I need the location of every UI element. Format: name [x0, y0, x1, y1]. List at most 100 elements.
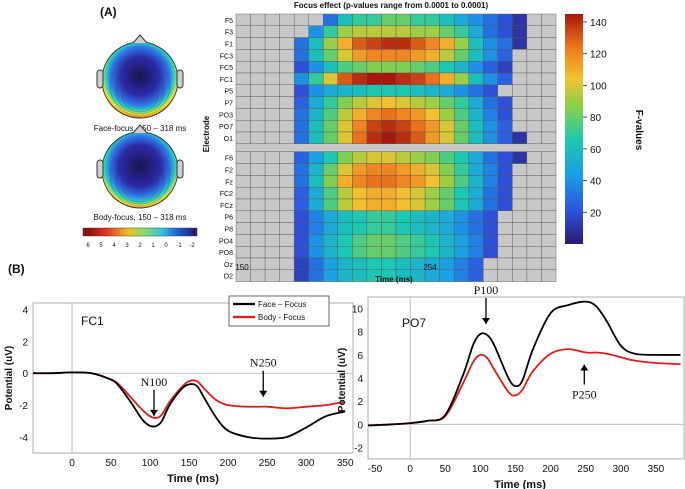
heatmap-cell: [279, 108, 295, 121]
heatmap-cell: [308, 269, 324, 282]
heatmap-cell: [541, 108, 557, 121]
heatmap-cell: [366, 96, 382, 109]
heatmap-cell: [526, 61, 542, 74]
heatmap-cell: [381, 96, 397, 109]
heatmap-cell: [453, 108, 469, 121]
heatmap-cell: [541, 210, 557, 223]
heatmap-cell: [395, 37, 411, 50]
heatmap-cell: [308, 72, 324, 86]
heatmap-cell: [439, 186, 455, 200]
face-focus-line: [32, 371, 346, 440]
heatmap-cell: [323, 245, 339, 259]
heatmap-cell: [264, 13, 280, 27]
heatmap-cell: [483, 245, 499, 259]
heatmap-cell: [279, 175, 295, 188]
heatmap-cell: [308, 37, 324, 50]
heatmap-cell: [366, 119, 382, 133]
heatmap-cell: [279, 61, 295, 74]
heatmap-cell: [264, 49, 280, 62]
heatmap-cell: [453, 222, 469, 235]
heatmap-cell: [497, 151, 513, 164]
y-tick-label: 10: [352, 305, 364, 316]
heatmap-cell: [264, 234, 280, 247]
x-tick-label: 350: [648, 464, 665, 475]
heatmap-cell: [468, 13, 484, 27]
heatmap-cell: [439, 25, 455, 38]
heatmap-cell: [250, 245, 266, 259]
heatmap-cell: [512, 84, 528, 97]
heatmap-cell: [453, 49, 469, 62]
heatmap-cell: [323, 13, 339, 27]
heatmap-cell: [453, 96, 469, 109]
heatmap-cell: [366, 108, 382, 121]
heatmap-cell: [293, 198, 309, 212]
heatmap-cell: [352, 84, 368, 97]
heatmap-cell: [323, 269, 339, 282]
heatmap-cell: [381, 25, 397, 38]
heatmap-cell: [424, 13, 440, 27]
heatmap-cell: [410, 96, 426, 109]
heatmap-cell: [323, 222, 339, 235]
heatmap-cell: [468, 61, 484, 74]
heatmap-cell: [264, 163, 280, 176]
heatmap-cell: [453, 84, 469, 97]
heatmap-cell: [395, 163, 411, 176]
heatmap-cell: [483, 257, 499, 271]
heatmap-cell: [424, 163, 440, 176]
heatmap-cell: [468, 108, 484, 121]
heatmap-cell: [381, 257, 397, 271]
heatmap-cell: [453, 131, 469, 145]
heatmap-cell: [308, 175, 324, 188]
heatmap-cell: [497, 222, 513, 235]
heatmap-cell: [439, 175, 455, 188]
x-tick-label: 50: [105, 458, 117, 469]
x-tick-label: 50: [440, 464, 452, 475]
heatmap-cell: [264, 61, 280, 74]
heatmap-cell: [308, 151, 324, 164]
heatmap-cell: [526, 198, 542, 212]
heatmap-cell: [453, 151, 469, 164]
heatmap-cell: [497, 210, 513, 223]
heatmap-cell: [468, 186, 484, 200]
heatmap-cell: [293, 175, 309, 188]
legend-face-label: Face – Focus: [258, 300, 306, 309]
heatmap-cell: [323, 175, 339, 188]
heatmap-cell: [352, 131, 368, 145]
heatmap-cell: [439, 269, 455, 282]
fvalue-colorbar-tick-label: 80: [590, 113, 602, 124]
heatmap-cell: [264, 37, 280, 50]
heatmap-cell: [512, 61, 528, 74]
heatmap-cell: [235, 25, 251, 38]
heatmap-cell: [366, 37, 382, 50]
heatmap-cell: [352, 234, 368, 247]
heatmap-cell: [323, 49, 339, 62]
heatmap-cell: [512, 175, 528, 188]
y-tick-label: 8: [357, 328, 363, 339]
heatmap-cell: [250, 37, 266, 50]
heatmap-cell: [541, 234, 557, 247]
heatmap-cell: [468, 96, 484, 109]
heatmap-cell: [453, 210, 469, 223]
heatmap-cell: [526, 84, 542, 97]
fvalue-colorbar: [565, 14, 583, 244]
heatmap-cell: [279, 186, 295, 200]
heatmap-cell: [410, 13, 426, 27]
heatmap-cell: [453, 175, 469, 188]
heatmap-cell: [541, 222, 557, 235]
heatmap-cell: [323, 72, 339, 86]
heatmap-cell: [410, 49, 426, 62]
heatmap-cell: [512, 108, 528, 121]
heatmap-cell: [410, 234, 426, 247]
heatmap-cell: [381, 234, 397, 247]
heatmap-cell: [337, 269, 353, 282]
topomap-colorbar-tick-label: 0: [164, 243, 168, 249]
heatmap-cell: [483, 151, 499, 164]
heatmap-cell: [541, 72, 557, 86]
x-tick-label: 200: [542, 464, 559, 475]
heatmap-cell: [264, 131, 280, 145]
x-tick-label: 300: [612, 464, 629, 475]
heatmap-cell: [250, 108, 266, 121]
heatmap-cell: [497, 119, 513, 133]
heatmap-cell: [395, 257, 411, 271]
heatmap-row-label: F5: [225, 18, 233, 25]
